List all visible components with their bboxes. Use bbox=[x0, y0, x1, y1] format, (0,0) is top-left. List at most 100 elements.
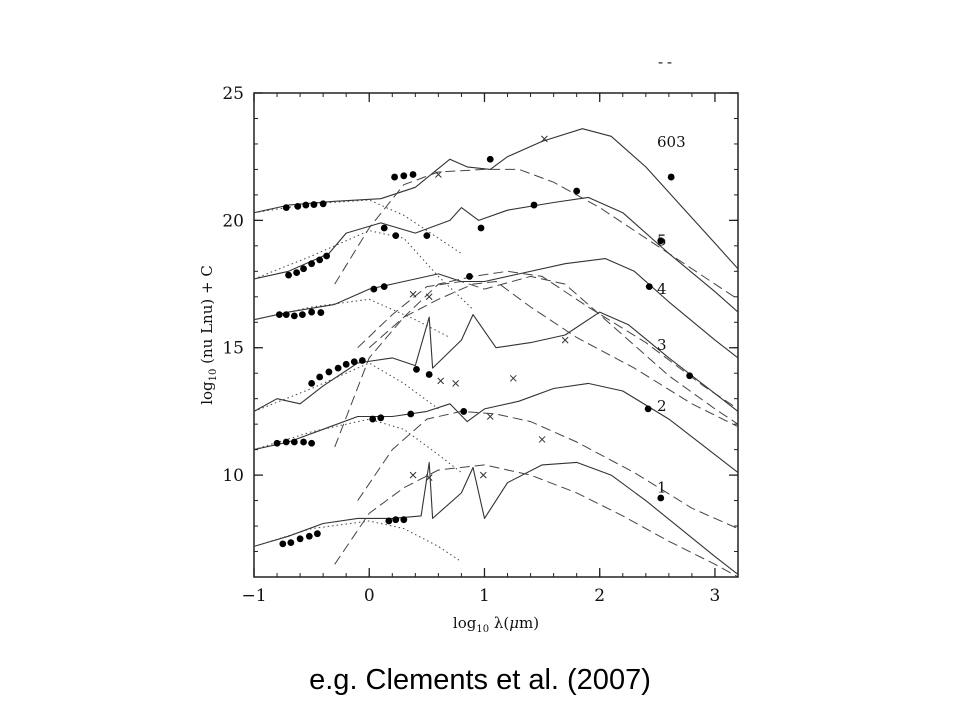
data-point bbox=[385, 517, 393, 525]
data-point bbox=[282, 438, 290, 446]
data-point bbox=[686, 372, 693, 380]
data-point bbox=[293, 269, 301, 276]
data-point bbox=[334, 364, 342, 372]
sed-label-2: 2 bbox=[657, 397, 667, 415]
data-point bbox=[308, 260, 316, 268]
data-point bbox=[316, 256, 324, 264]
stellar-model-line-1 bbox=[254, 520, 462, 563]
data-point bbox=[308, 380, 316, 387]
upper-limit-marker bbox=[479, 471, 487, 479]
data-point bbox=[425, 371, 433, 378]
data-point bbox=[299, 311, 306, 319]
data-point bbox=[377, 414, 385, 422]
dust-model-line-603 bbox=[334, 168, 738, 300]
total-model-line-603 bbox=[254, 128, 738, 270]
sed-label-3: 3 bbox=[657, 336, 667, 354]
upper-limit-marker bbox=[486, 413, 494, 420]
data-point bbox=[423, 232, 431, 240]
upper-limit-marker bbox=[541, 135, 548, 143]
dust-model-line-2 bbox=[357, 410, 738, 530]
plot-frame bbox=[253, 92, 739, 578]
stellar-model-line-4 bbox=[254, 298, 451, 338]
data-point bbox=[273, 439, 281, 447]
total-model-line-1 bbox=[254, 461, 738, 575]
dust-model-line-5 bbox=[357, 275, 738, 425]
data-point bbox=[296, 535, 304, 543]
series-layer: 603 5 4 3 2 1 bbox=[254, 128, 738, 577]
data-point bbox=[319, 200, 327, 208]
data-point bbox=[317, 309, 325, 316]
x-tick-label: −1 bbox=[241, 586, 266, 606]
data-point bbox=[392, 516, 400, 524]
corner-mark: -- bbox=[656, 53, 674, 71]
upper-limit-marker bbox=[435, 171, 442, 178]
data-point bbox=[300, 265, 307, 273]
data-point bbox=[486, 155, 494, 163]
data-point bbox=[275, 311, 283, 319]
upper-limit-marker bbox=[409, 290, 417, 298]
sed-label-4: 4 bbox=[657, 280, 667, 298]
upper-limit-marker bbox=[561, 336, 569, 344]
data-point bbox=[294, 202, 302, 210]
data-point bbox=[477, 224, 485, 232]
data-point bbox=[287, 539, 295, 547]
y-tick-label: 15 bbox=[222, 339, 244, 359]
data-point bbox=[279, 540, 287, 548]
data-point bbox=[316, 373, 324, 381]
dust-model-line-3 bbox=[334, 280, 738, 448]
curves-group bbox=[254, 128, 738, 577]
total-model-line-2 bbox=[254, 382, 738, 474]
data-point bbox=[380, 224, 388, 232]
total-model-line-4 bbox=[254, 258, 738, 359]
upper-limit-marker bbox=[538, 436, 546, 443]
data-point bbox=[657, 494, 665, 502]
upper-limit-marker bbox=[509, 374, 517, 382]
data-point bbox=[308, 308, 316, 316]
data-point bbox=[573, 187, 581, 195]
total-model-line-3 bbox=[254, 311, 738, 412]
data-point bbox=[282, 204, 290, 212]
data-point bbox=[644, 405, 652, 413]
x-tick-label: 1 bbox=[479, 586, 490, 606]
data-point bbox=[645, 283, 653, 290]
data-point bbox=[282, 311, 290, 319]
stellar-model-line-2 bbox=[254, 418, 462, 473]
data-point bbox=[358, 357, 366, 364]
data-point bbox=[466, 273, 473, 280]
total-model-line-5 bbox=[254, 196, 738, 313]
data-point bbox=[400, 172, 408, 180]
upper-limit-marker bbox=[409, 471, 417, 479]
data-point bbox=[323, 252, 330, 260]
slide-caption: e.g. Clements et al. (2007) bbox=[309, 664, 651, 696]
data-point bbox=[308, 439, 316, 447]
data-point bbox=[460, 408, 468, 415]
data-point bbox=[657, 237, 665, 245]
data-point bbox=[413, 365, 420, 373]
data-point bbox=[409, 171, 417, 178]
data-point bbox=[400, 516, 408, 524]
dust-model-line-1 bbox=[334, 464, 738, 577]
upper-limit-marker bbox=[425, 474, 433, 482]
data-point bbox=[530, 201, 538, 209]
data-point bbox=[290, 438, 298, 446]
stellar-model-line-5 bbox=[254, 230, 474, 310]
sed-label-5: 5 bbox=[657, 231, 667, 249]
data-point bbox=[302, 201, 310, 209]
data-point bbox=[391, 173, 398, 181]
upper-limit-marker bbox=[452, 380, 460, 387]
data-point bbox=[370, 285, 378, 293]
data-point bbox=[325, 368, 333, 376]
x-tick-label: 0 bbox=[364, 586, 375, 606]
y-axis-label: log10 (nu Lnu) + C bbox=[198, 265, 219, 405]
data-point bbox=[392, 232, 400, 240]
y-tick-label: 25 bbox=[222, 84, 244, 104]
data-point bbox=[667, 173, 675, 181]
data-point bbox=[350, 358, 358, 366]
upper-limit-marker bbox=[425, 293, 433, 301]
data-point bbox=[300, 438, 307, 446]
sed-label-1: 1 bbox=[657, 479, 667, 497]
data-point bbox=[290, 312, 298, 320]
data-point bbox=[407, 410, 415, 418]
